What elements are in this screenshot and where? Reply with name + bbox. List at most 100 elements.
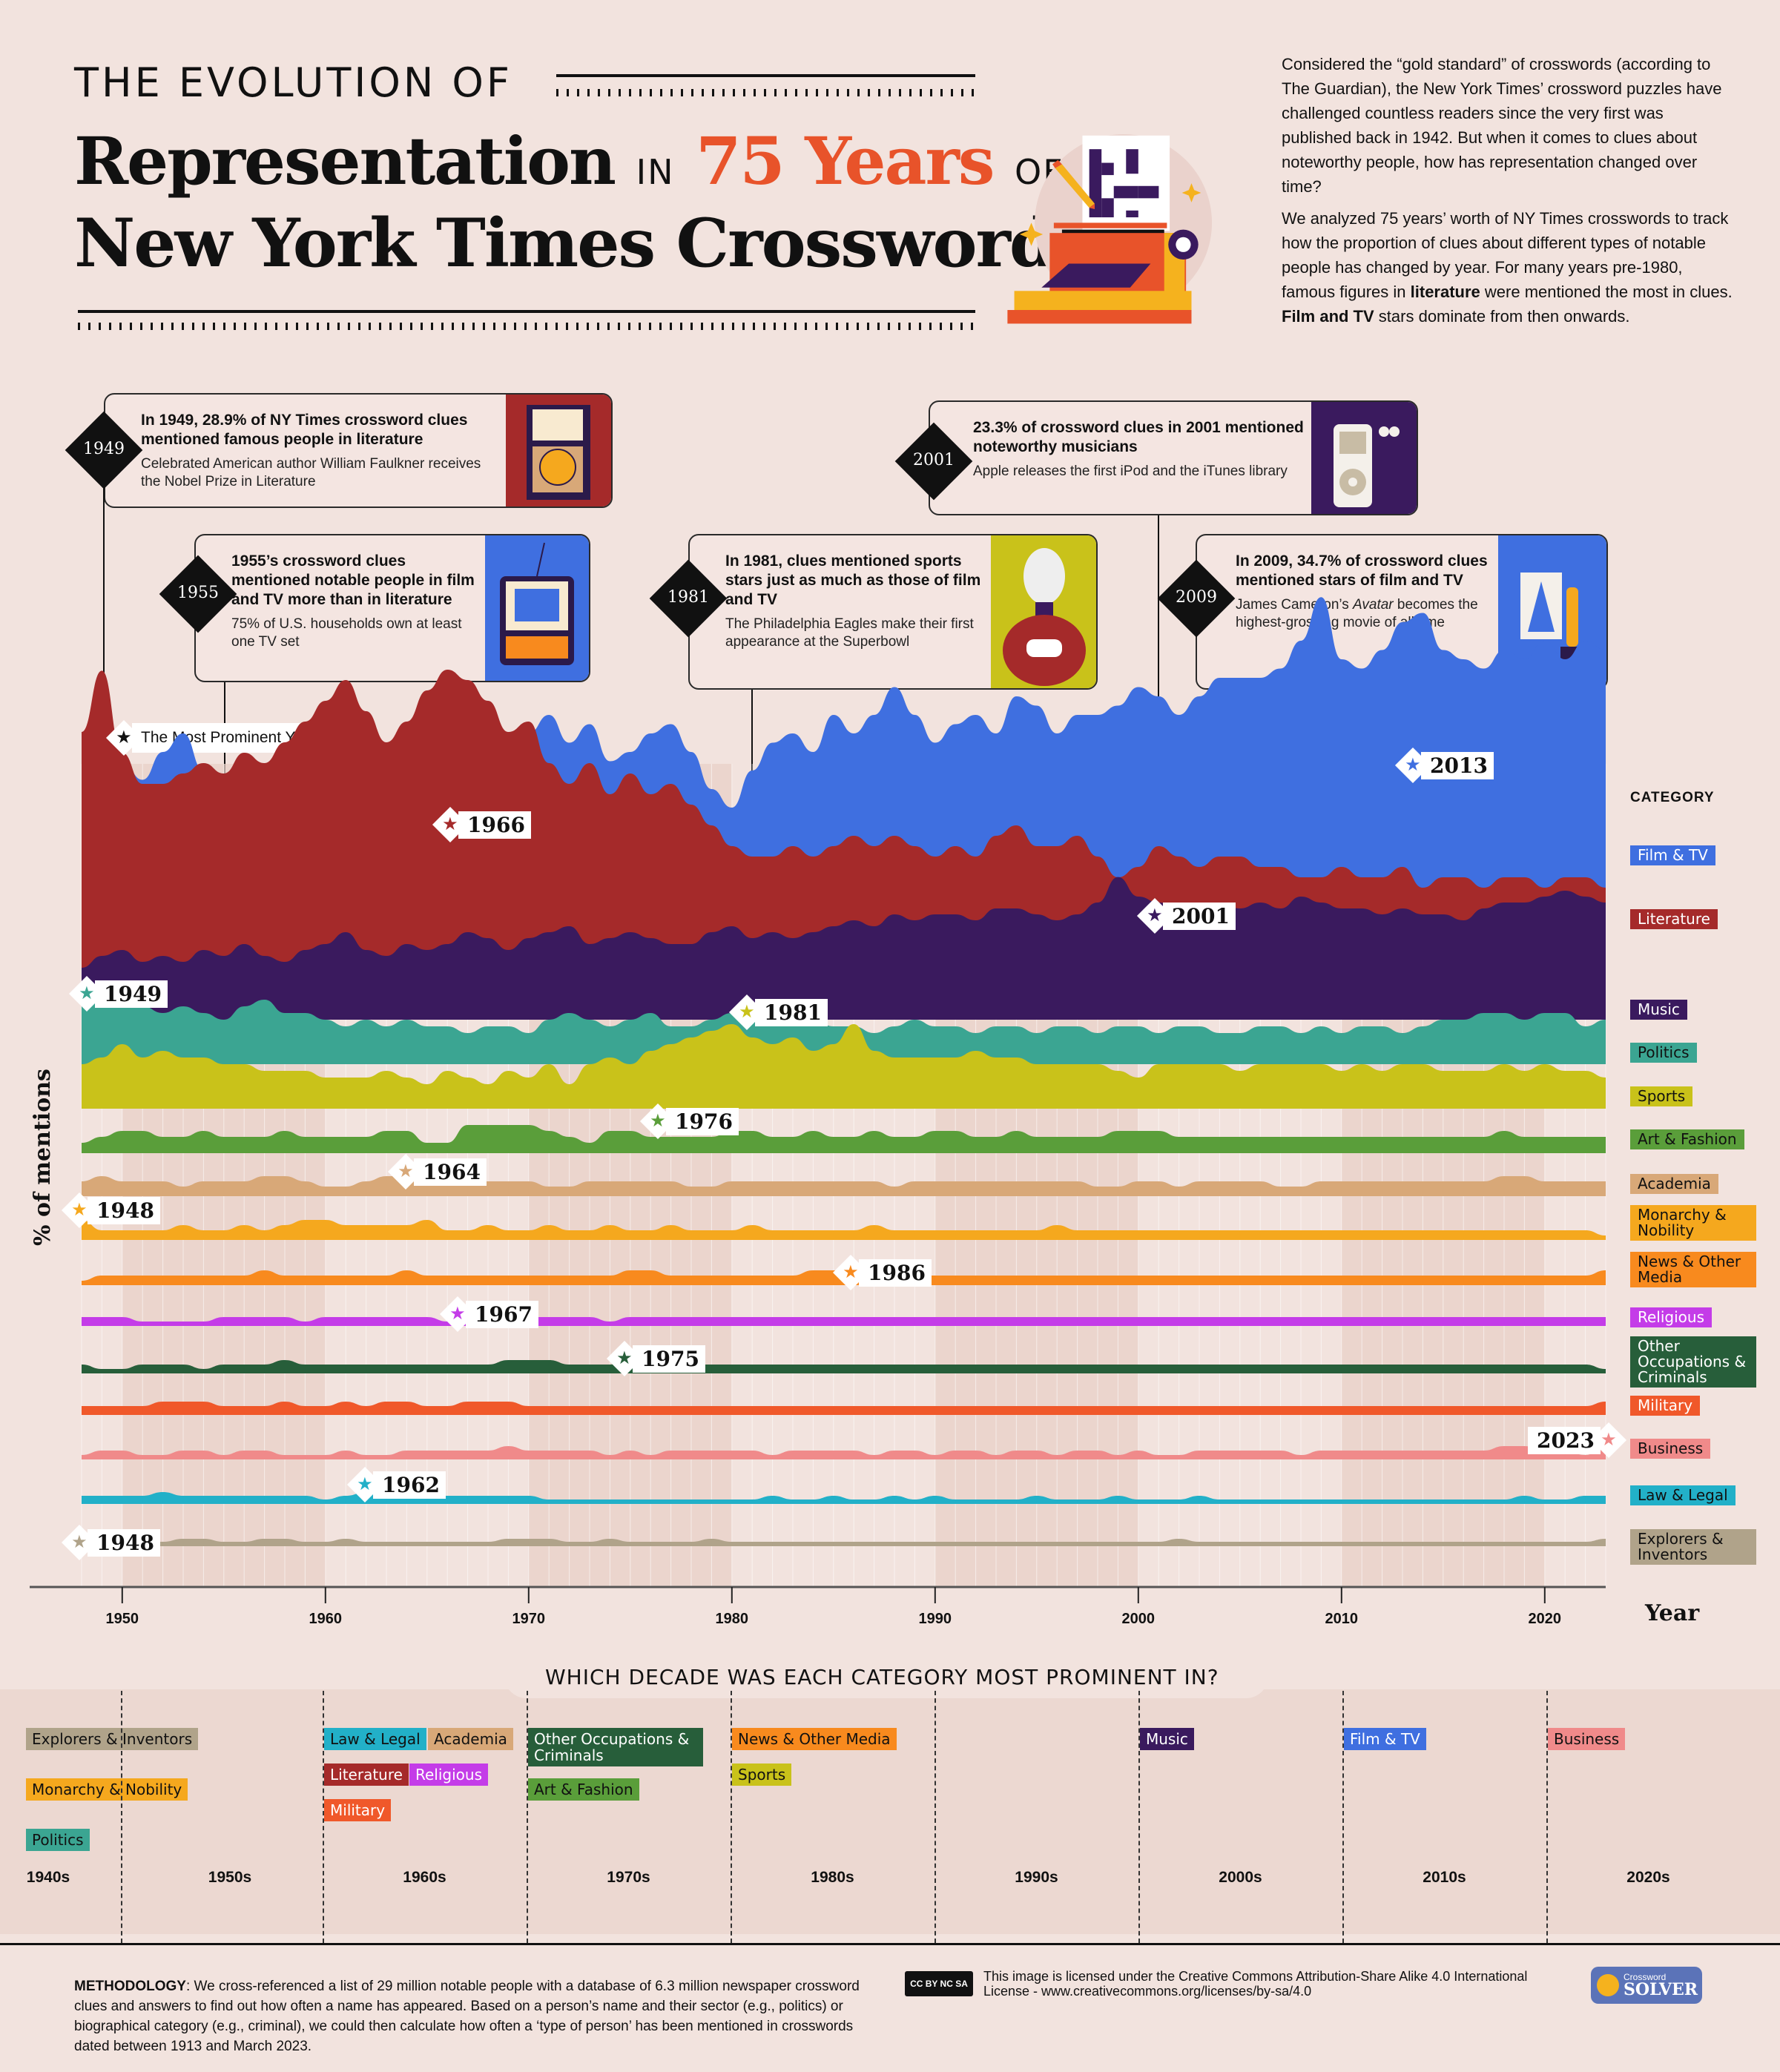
y-axis-label: % of mentions: [30, 1069, 56, 1246]
decade-tag-art-fashion: Art & Fashion: [528, 1778, 639, 1801]
x-tick-2020: 2020: [1528, 1611, 1562, 1627]
legend-item-film-tv: Film & TV: [1630, 845, 1715, 865]
decade-tag-politics: Politics: [26, 1829, 90, 1851]
typewriter-crossword-illustration: [994, 119, 1246, 334]
callout-year: 1981: [668, 588, 709, 607]
decade-tag-business: Business: [1548, 1728, 1626, 1750]
stream-law-legal: [82, 1492, 1606, 1504]
marker-2001: ★ 2001: [1136, 897, 1236, 934]
marker-1948: ★ 1948: [61, 1192, 160, 1229]
callout-headline: In 2009, 34.7% of crossword clues mentio…: [1236, 552, 1488, 589]
decade-divider: [1342, 1691, 1344, 1943]
intro-text: Considered the “gold standard” of crossw…: [1282, 52, 1734, 336]
decade-tag-explorers-inventors: Explorers & Inventors: [26, 1728, 199, 1750]
license-text: This image is licensed under the Creativ…: [983, 1969, 1528, 1999]
star-icon: ★: [71, 1531, 88, 1552]
decade-tag-religious: Religious: [409, 1763, 488, 1786]
legend-item-explorers-inventors: Explorers & Inventors: [1630, 1529, 1756, 1565]
connector-line-1949: [103, 475, 105, 849]
stream-business: [82, 1446, 1606, 1459]
decade-title-tab: [504, 1646, 1268, 1698]
intro-paragraph-1: Considered the “gold standard” of crossw…: [1282, 55, 1722, 196]
legend-item-music: Music: [1630, 1000, 1687, 1020]
decade-tag-news-other-media: News & Other Media: [732, 1728, 897, 1750]
decade-tag-monarchy-nobility: Monarchy & Nobility: [26, 1778, 188, 1801]
methodology-text: METHODOLOGY: We cross-referenced a list …: [74, 1979, 860, 2054]
marker-1967: ★ 1967: [439, 1296, 538, 1333]
title-accent: 75 Years: [696, 122, 995, 199]
x-axis-label: Year: [1645, 1600, 1700, 1626]
callout-1955: 1955’s crossword clues mentioned notable…: [194, 534, 590, 682]
star-icon: ★: [1147, 905, 1163, 926]
star-icon: ★: [616, 1347, 633, 1368]
callout-detail: 75% of U.S. households own at least one …: [231, 616, 462, 650]
pre-title: THE EVOLUTION OF: [74, 59, 512, 106]
x-tick-2010: 2010: [1325, 1611, 1359, 1627]
legend-item-religious: Religious: [1630, 1307, 1712, 1327]
callout-headline: In 1981, clues mentioned sports stars ju…: [725, 552, 981, 608]
callout-1949: In 1949, 28.9% of NY Times crossword clu…: [104, 393, 613, 508]
decade-tag-literature: Literature: [324, 1763, 409, 1786]
decade-tag-film-tv: Film & TV: [1344, 1728, 1426, 1750]
marker-2013: ★ 2013: [1394, 747, 1494, 784]
title-bottom-ticks: [78, 323, 975, 330]
decade-divider: [731, 1691, 732, 1943]
decade-label-2010s: 2010s: [1423, 1869, 1466, 1886]
legend-item-law-legal: Law & Legal: [1630, 1485, 1736, 1505]
legend-item-news-other-media: News & Other Media: [1630, 1252, 1756, 1287]
marker-1966: ★ 1966: [432, 806, 531, 843]
stream-explorers-inventors: [82, 1539, 1606, 1546]
crossword-solver-logo[interactable]: Crossword SOLVER: [1591, 1967, 1702, 2004]
star-icon: ★: [449, 1303, 466, 1324]
ipod-icon: [1311, 402, 1417, 514]
decade-tag-law-legal: Law & Legal: [324, 1728, 426, 1750]
creative-commons-icon: CC BY NC SA: [905, 1971, 973, 1996]
x-tick-1990: 1990: [918, 1611, 952, 1627]
page-title-line2: New York Times Crosswords: [74, 204, 1092, 283]
television-icon: [485, 535, 589, 681]
x-tick-1980: 1980: [715, 1611, 749, 1627]
stream-monarchy-nobility: [82, 1220, 1606, 1240]
callout-year: 1949: [83, 440, 125, 458]
decade-label-1970s: 1970s: [607, 1869, 650, 1886]
callout-detail: Celebrated American author William Faulk…: [141, 456, 481, 489]
x-tick-1970: 1970: [512, 1611, 546, 1627]
title-rule: [556, 74, 975, 77]
stream-literature: [82, 670, 1606, 975]
star-icon: ★: [71, 1199, 88, 1220]
marker-1981: ★ 1981: [728, 994, 828, 1031]
star-icon: ★: [650, 1110, 666, 1131]
streamgraph-chart: [30, 597, 1606, 1603]
decade-tag-other-occupations-criminals: Other Occupations & Criminals: [528, 1728, 703, 1766]
decade-divider: [1138, 1691, 1140, 1943]
decade-label-1950s: 1950s: [208, 1869, 252, 1886]
marker-1976: ★ 1976: [639, 1103, 739, 1140]
marker-2023: 2023 ★: [1528, 1422, 1626, 1459]
stream-other-occupations-criminals: [82, 1360, 1606, 1373]
star-icon: ★: [357, 1474, 373, 1494]
legend-item-monarchy-nobility: Monarchy & Nobility: [1630, 1205, 1756, 1241]
title-ticks: [556, 89, 975, 96]
decade-section-bg: [0, 1689, 1780, 1934]
title-word: Representation: [74, 122, 616, 199]
footer-rule: [0, 1943, 1780, 1945]
callout-headline: 1955’s crossword clues mentioned notable…: [231, 552, 475, 608]
decade-divider: [527, 1691, 528, 1943]
stream-sports: [82, 1024, 1606, 1109]
stream-military: [82, 1402, 1606, 1415]
star-icon: ★: [116, 727, 132, 748]
callout-1981: In 1981, clues mentioned sports stars ju…: [688, 534, 1098, 690]
decade-label-1960s: 1960s: [403, 1869, 446, 1886]
decade-label-2020s: 2020s: [1626, 1869, 1670, 1886]
logo-grid-icon: [1597, 1974, 1619, 1996]
callout-headline: In 1949, 28.9% of NY Times crossword clu…: [141, 412, 468, 448]
decade-divider: [121, 1691, 122, 1943]
callout-year: 1955: [177, 584, 219, 602]
star-icon: ★: [79, 983, 95, 1003]
legend-item-literature: Literature: [1630, 909, 1718, 929]
star-icon: ★: [843, 1261, 859, 1282]
decade-section-title: WHICH DECADE WAS EACH CATEGORY MOST PROM…: [545, 1665, 1219, 1689]
legend-item-academia: Academia: [1630, 1174, 1718, 1194]
stream-politics: [82, 993, 1606, 1064]
football-trophy-icon: [991, 535, 1096, 688]
